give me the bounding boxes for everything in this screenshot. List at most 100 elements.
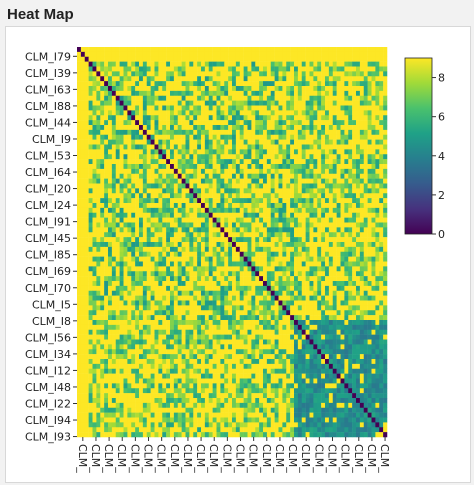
- heatmap-cell: [216, 159, 221, 165]
- heatmap-cell: [108, 154, 113, 160]
- heatmap-cell: [92, 276, 97, 282]
- heatmap-cell: [170, 295, 175, 301]
- heatmap-cell: [216, 154, 221, 160]
- heatmap-cell: [232, 242, 237, 248]
- heatmap-cell: [77, 305, 82, 311]
- heatmap-cell: [88, 56, 93, 62]
- heatmap-cell: [177, 212, 182, 218]
- heatmap-cell: [127, 173, 132, 179]
- heatmap-cell: [92, 56, 97, 62]
- heatmap-cell: [305, 139, 310, 145]
- heatmap-cell: [282, 47, 287, 53]
- heatmap-cell: [309, 324, 314, 331]
- heatmap-cell: [77, 129, 82, 136]
- heatmap-cell: [371, 125, 376, 131]
- heatmap-cell: [77, 310, 82, 316]
- heatmap-cell: [325, 100, 330, 106]
- heatmap-cell: [332, 90, 337, 97]
- heatmap-cell: [274, 256, 279, 262]
- heatmap-cell: [111, 207, 117, 214]
- heatmap-cell: [150, 315, 155, 321]
- heatmap-cell: [313, 71, 318, 77]
- heatmap-cell: [224, 139, 229, 145]
- heatmap-cell: [290, 324, 295, 331]
- heatmap-cell: [251, 183, 256, 189]
- heatmap-cell: [321, 168, 326, 175]
- heatmap-cell: [139, 144, 144, 150]
- heatmap-cell: [297, 61, 303, 67]
- heatmap-cell: [216, 329, 221, 335]
- heatmap-cell: [340, 110, 345, 116]
- heatmap-cell: [379, 339, 384, 345]
- heatmap-cell: [204, 178, 210, 184]
- heatmap-cell: [173, 246, 179, 253]
- heatmap-cell: [193, 334, 198, 340]
- heatmap-cell: [166, 266, 171, 272]
- heatmap-cell: [108, 129, 113, 136]
- heatmap-cell: [181, 246, 186, 253]
- heatmap-cell: [88, 61, 93, 67]
- heatmap-cell: [123, 203, 128, 209]
- heatmap-cell: [325, 149, 330, 155]
- heatmap-cell: [290, 261, 295, 267]
- heatmap-cell: [348, 320, 353, 326]
- heatmap-cell: [108, 344, 113, 350]
- heatmap-cell: [158, 47, 163, 53]
- heatmap-cell: [255, 173, 260, 179]
- heatmap-cell: [150, 86, 155, 92]
- heatmap-cell: [216, 149, 221, 155]
- heatmap-cell: [332, 71, 337, 77]
- heatmap-cell: [108, 134, 113, 140]
- heatmap-cell: [84, 349, 89, 355]
- heatmap-cell: [294, 334, 299, 340]
- heatmap-cell: [177, 349, 182, 355]
- heatmap-cell: [77, 334, 82, 340]
- heatmap-cell: [108, 76, 113, 82]
- heatmap-cell: [177, 339, 182, 345]
- heatmap-cell: [359, 105, 365, 111]
- heatmap-cell: [235, 51, 241, 58]
- heatmap-cell: [263, 246, 268, 253]
- heatmap-cell: [108, 203, 113, 209]
- heatmap-cell: [146, 207, 151, 214]
- heatmap-cell: [270, 110, 275, 116]
- heatmap-cell: [301, 310, 306, 316]
- heatmap-cell: [204, 125, 210, 131]
- heatmap-cell: [170, 105, 175, 111]
- heatmap-cell: [371, 90, 376, 97]
- heatmap-cell: [224, 339, 229, 345]
- heatmap-cell: [216, 90, 221, 97]
- heatmap-cell: [379, 271, 384, 277]
- heatmap-cell: [80, 256, 86, 262]
- heatmap-cell: [340, 81, 345, 87]
- heatmap-cell: [294, 134, 299, 140]
- heatmap-cell: [286, 295, 291, 301]
- heatmap-cell: [383, 329, 388, 335]
- heatmap-cell: [201, 285, 206, 292]
- heatmap-cell: [185, 256, 190, 262]
- heatmap-cell: [220, 95, 225, 101]
- heatmap-cell: [197, 237, 202, 243]
- heatmap-cell: [367, 329, 372, 335]
- heatmap-cell: [139, 134, 144, 140]
- heatmap-cell: [224, 300, 229, 306]
- heatmap-cell: [352, 310, 357, 316]
- heatmap-cell: [328, 227, 334, 233]
- heatmap-cell: [139, 207, 144, 214]
- heatmap-cell: [359, 276, 365, 282]
- heatmap-cell: [216, 134, 221, 140]
- heatmap-cell: [363, 105, 368, 111]
- heatmap-cell: [290, 110, 295, 116]
- heatmap-cell: [297, 159, 303, 165]
- heatmap-cell: [263, 51, 268, 58]
- heatmap-cell: [232, 339, 237, 345]
- heatmap-cell: [290, 120, 295, 126]
- heatmap-cell: [154, 125, 159, 131]
- heatmap-cell: [379, 47, 384, 53]
- heatmap-cell: [224, 154, 229, 160]
- heatmap-cell: [344, 246, 349, 253]
- heatmap-cell: [247, 51, 252, 58]
- heatmap-cell: [177, 300, 182, 306]
- heatmap-cell: [297, 242, 303, 248]
- heatmap-cell: [290, 76, 295, 82]
